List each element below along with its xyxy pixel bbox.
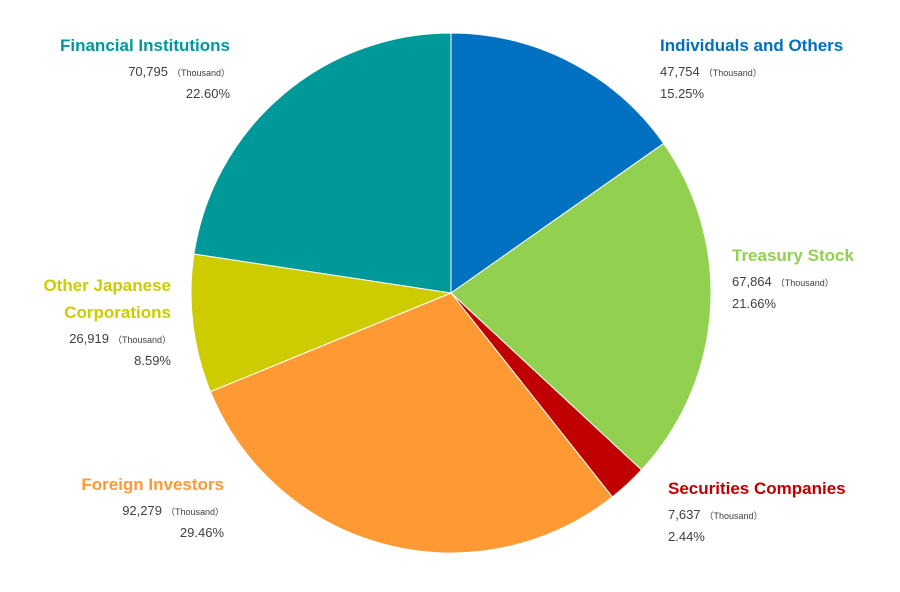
slice-unit: （Thousand） <box>112 335 171 345</box>
slice-value-number: 67,864 <box>732 274 772 289</box>
pie-slice-other-japanese-corporations <box>190 253 453 393</box>
slice-value: 70,795 （Thousand） <box>60 65 230 78</box>
label-foreign-investors: Foreign Investors 92,279 （Thousand） 29.46… <box>81 476 224 539</box>
slice-unit: （Thousand） <box>165 507 224 517</box>
slice-value-number: 92,279 <box>122 503 162 518</box>
slice-value-number: 7,637 <box>668 507 701 522</box>
label-securities-companies: Securities Companies 7,637 （Thousand） 2.4… <box>668 480 846 543</box>
slice-value: 7,637 （Thousand） <box>668 508 846 521</box>
slice-name-line-1: Other Japanese <box>43 276 171 295</box>
slice-percent: 2.44% <box>668 529 705 544</box>
pie-slice-individuals-and-others <box>450 32 665 294</box>
slice-name: Financial Institutions <box>59 36 230 55</box>
slice-value-number: 26,919 <box>69 331 109 346</box>
label-financial-institutions: Financial Institutions 70,795 （Thousand） … <box>60 37 230 100</box>
slice-name: Securities Companies <box>668 479 846 498</box>
slice-unit: （Thousand） <box>171 68 230 78</box>
pie-slice-treasury-stock <box>450 142 712 471</box>
slice-value: 92,279 （Thousand） <box>81 504 224 517</box>
slice-name: Foreign Investors <box>81 475 224 494</box>
label-other-japanese-corporations: Other Japanese Corporations 26,919 （Thous… <box>43 277 171 367</box>
slice-unit: （Thousand） <box>704 511 763 521</box>
slice-value-number: 70,795 <box>128 64 168 79</box>
slice-name-line-2: Corporations <box>64 303 171 322</box>
slice-name: Individuals and Others <box>660 36 844 55</box>
slice-percent: 29.46% <box>179 525 224 540</box>
slice-name: Treasury Stock <box>732 246 854 265</box>
slice-unit: （Thousand） <box>703 68 762 78</box>
slice-percent: 8.59% <box>134 353 171 368</box>
slice-percent: 15.25% <box>660 86 705 101</box>
label-treasury-stock: Treasury Stock 67,864 （Thousand） 21.66% <box>732 247 854 310</box>
slice-value: 47,754 （Thousand） <box>660 65 843 78</box>
slice-value: 67,864 （Thousand） <box>732 275 854 288</box>
pie-slice-foreign-investors <box>209 292 614 554</box>
slice-value: 26,919 （Thousand） <box>43 332 171 345</box>
slice-percent: 22.60% <box>185 86 230 101</box>
pie-slice-financial-institutions <box>193 32 452 294</box>
slice-value-number: 47,754 <box>660 64 700 79</box>
slice-unit: （Thousand） <box>775 278 834 288</box>
slice-percent: 21.66% <box>732 296 777 311</box>
label-individuals-and-others: Individuals and Others 47,754 （Thousand） … <box>660 37 843 100</box>
